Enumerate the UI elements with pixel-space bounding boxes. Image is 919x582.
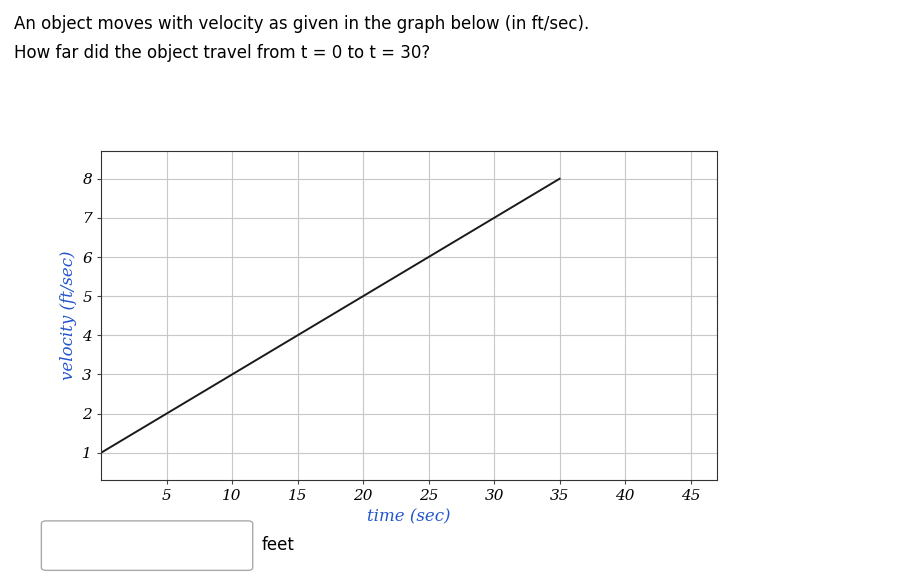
Text: An object moves with velocity as given in the graph below (in ft/sec).: An object moves with velocity as given i… [14, 15, 589, 33]
Y-axis label: velocity (ft/sec): velocity (ft/sec) [60, 251, 77, 381]
Text: How far did the object travel from t = 0 to t = 30?: How far did the object travel from t = 0… [14, 44, 430, 62]
X-axis label: time (sec): time (sec) [368, 509, 450, 526]
Text: feet: feet [262, 537, 295, 554]
